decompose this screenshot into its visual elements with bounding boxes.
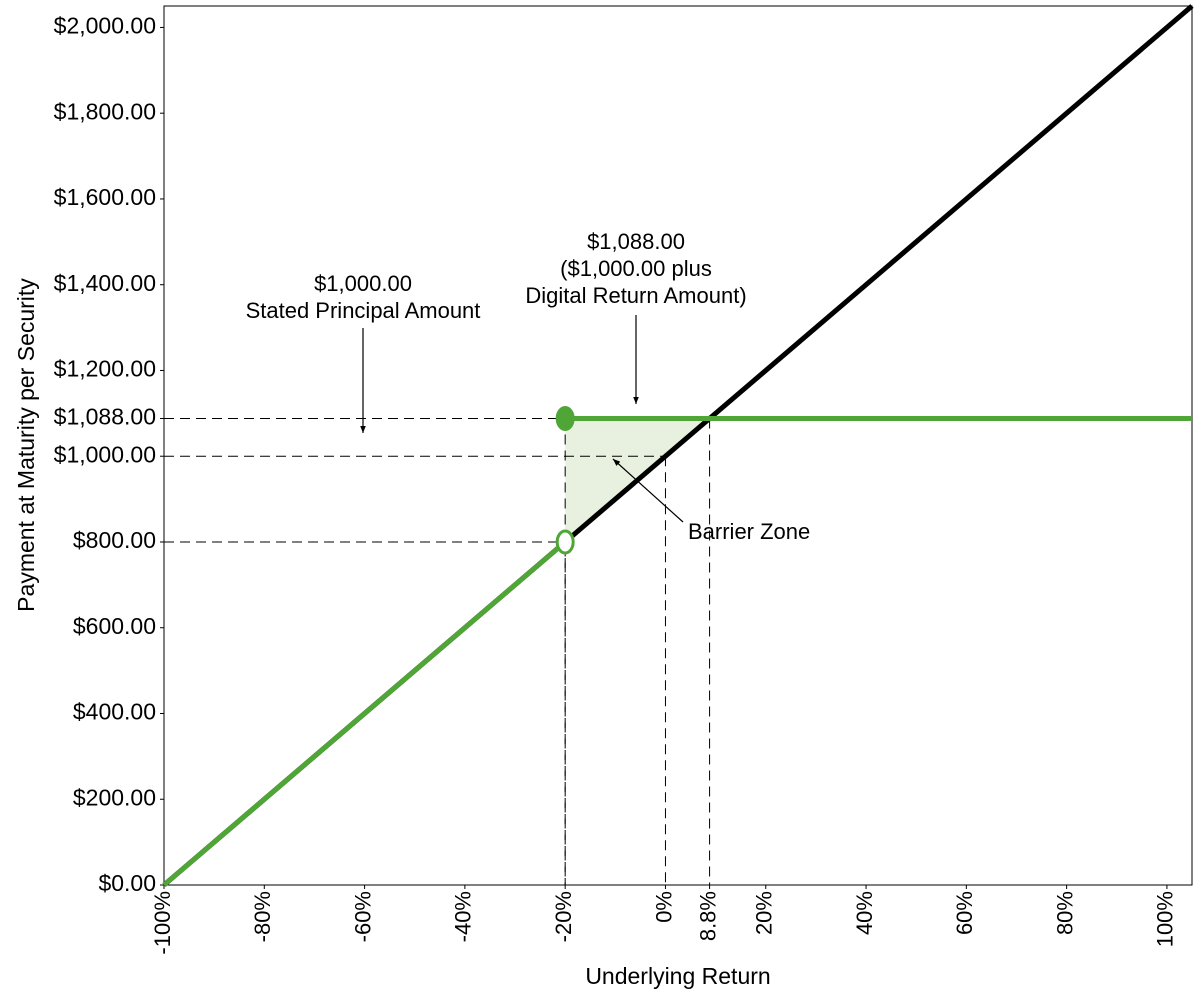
- annotation-text: $1,088.00: [587, 229, 685, 254]
- y-tick-label: $800.00: [73, 527, 156, 553]
- point-marker: [555, 405, 575, 431]
- x-tick-label: -60%: [350, 891, 375, 942]
- x-tick-label: -80%: [250, 891, 275, 942]
- y-tick-label: $2,000.00: [54, 13, 156, 39]
- annotation-arrow: [612, 458, 684, 523]
- x-tick-label: 20%: [752, 891, 777, 935]
- x-axis-title: Underlying Return: [585, 963, 770, 989]
- annotation-text: Barrier Zone: [688, 519, 810, 544]
- x-tick-label: 100%: [1153, 891, 1178, 947]
- y-tick-label: $1,400.00: [54, 270, 156, 296]
- x-tick-label: 40%: [852, 891, 877, 935]
- x-tick-label: 0%: [651, 891, 676, 923]
- y-tick-label: $200.00: [73, 784, 156, 810]
- annotation-text: ($1,000.00 plus: [560, 256, 712, 281]
- y-tick-label: $1,200.00: [54, 356, 156, 382]
- x-tick-label: 60%: [952, 891, 977, 935]
- x-tick-label: -100%: [150, 891, 175, 955]
- y-axis-title: Payment at Maturity per Security: [13, 278, 39, 612]
- x-tick-label: 8.8%: [695, 891, 720, 941]
- x-tick-label: -40%: [451, 891, 476, 942]
- x-tick-label: 80%: [1052, 891, 1077, 935]
- y-tick-label: $1,088.00: [54, 404, 156, 430]
- annotation-text: Stated Principal Amount: [246, 298, 481, 323]
- y-tick-label: $0.00: [98, 870, 156, 896]
- annotation-text: $1,000.00: [314, 271, 412, 296]
- y-tick-label: $1,600.00: [54, 184, 156, 210]
- y-tick-label: $1,000.00: [54, 441, 156, 467]
- series-line: [162, 415, 1192, 887]
- y-tick-label: $400.00: [73, 699, 156, 725]
- annotation-text: Digital Return Amount): [525, 283, 746, 308]
- x-tick-label: -20%: [551, 891, 576, 942]
- y-tick-label: $600.00: [73, 613, 156, 639]
- plot-frame: [163, 5, 1193, 886]
- y-tick-label: $1,800.00: [54, 98, 156, 124]
- point-marker: [555, 529, 575, 555]
